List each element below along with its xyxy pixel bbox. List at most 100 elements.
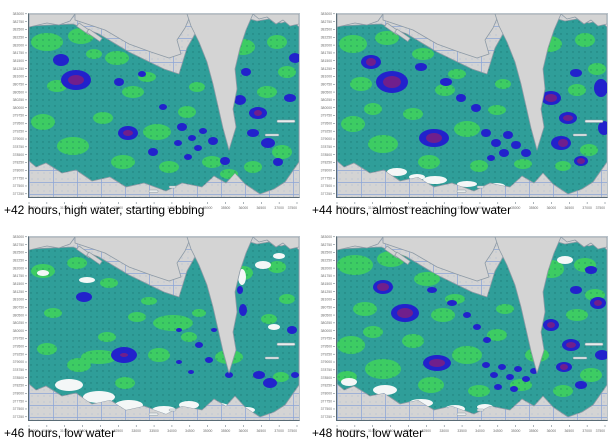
svg-text:37000: 37000	[582, 429, 592, 433]
svg-text:381000: 381000	[321, 75, 332, 79]
svg-text:35500: 35500	[529, 429, 539, 433]
svg-text:36500: 36500	[565, 206, 575, 210]
svg-text:377750: 377750	[321, 176, 332, 180]
svg-text:381000: 381000	[321, 298, 332, 302]
y-axis-ticks: 383000 382750 382500 382250 382000 38175…	[6, 234, 27, 429]
svg-text:30000: 30000	[337, 206, 347, 210]
panel-caption: +48 hours, low water	[312, 426, 424, 440]
x-axis-ticks: 30000 30500 31000 31500 32000 32500 3300…	[28, 421, 298, 439]
y-axis-svg: 383000 382750 382500 382250 382000 38175…	[321, 12, 335, 196]
svg-text:30000: 30000	[29, 429, 39, 433]
svg-text:378250: 378250	[321, 161, 332, 165]
svg-text:381750: 381750	[321, 51, 332, 55]
svg-text:35000: 35000	[203, 429, 213, 433]
svg-text:37500: 37500	[596, 206, 606, 210]
svg-text:377500: 377500	[321, 184, 332, 188]
svg-text:377750: 377750	[13, 399, 24, 403]
svg-text:381500: 381500	[321, 282, 332, 286]
svg-text:36500: 36500	[257, 429, 267, 433]
svg-text:379000: 379000	[13, 137, 24, 141]
panel-plus-44-hours: 383000 382750 382500 382250 382000 38175…	[308, 0, 616, 223]
x-axis-svg: 30000 30500 31000 31500 32000 32500 3300…	[28, 425, 298, 433]
estuary-map-svg	[29, 237, 299, 418]
x-axis-svg: 30000 30500 31000 31500 32000 32500 3300…	[336, 202, 606, 210]
panel-plus-46-hours: 383000 382750 382500 382250 382000 38175…	[0, 223, 308, 447]
svg-text:378250: 378250	[13, 384, 24, 388]
svg-text:381000: 381000	[13, 298, 24, 302]
svg-text:383000: 383000	[13, 235, 24, 239]
svg-text:33000: 33000	[439, 206, 449, 210]
svg-text:383000: 383000	[13, 12, 24, 16]
estuary-map-svg	[337, 14, 607, 195]
svg-text:380250: 380250	[13, 98, 24, 102]
svg-text:377500: 377500	[13, 184, 24, 188]
estuary-map-plot	[336, 236, 608, 421]
y-axis-ticks: 383000 382750 382500 382250 382000 38175…	[314, 234, 335, 429]
svg-text:379500: 379500	[13, 345, 24, 349]
svg-text:30500: 30500	[42, 429, 52, 433]
svg-text:379000: 379000	[13, 360, 24, 364]
svg-text:380500: 380500	[13, 90, 24, 94]
svg-text:378250: 378250	[321, 384, 332, 388]
svg-text:380750: 380750	[13, 82, 24, 86]
svg-text:380000: 380000	[321, 329, 332, 333]
svg-text:377500: 377500	[321, 407, 332, 411]
svg-text:382250: 382250	[321, 35, 332, 39]
svg-text:35000: 35000	[203, 206, 213, 210]
svg-text:33500: 33500	[457, 206, 467, 210]
svg-text:379750: 379750	[321, 114, 332, 118]
svg-text:383000: 383000	[321, 235, 332, 239]
svg-text:380250: 380250	[321, 98, 332, 102]
y-axis-svg: 383000 382750 382500 382250 382000 38175…	[13, 12, 27, 196]
panel-caption: +46 hours, low water	[4, 426, 116, 440]
svg-text:32000: 32000	[96, 429, 106, 433]
svg-text:32000: 32000	[96, 206, 106, 210]
svg-text:379250: 379250	[321, 352, 332, 356]
svg-text:377250: 377250	[321, 192, 332, 196]
svg-text:379750: 379750	[13, 337, 24, 341]
svg-text:379250: 379250	[13, 129, 24, 133]
svg-text:382250: 382250	[321, 258, 332, 262]
svg-text:380000: 380000	[13, 106, 24, 110]
svg-text:31500: 31500	[78, 429, 88, 433]
svg-text:378500: 378500	[13, 153, 24, 157]
panel-caption: +44 hours, almost reaching low water	[312, 203, 512, 217]
svg-text:381500: 381500	[321, 59, 332, 63]
svg-text:381750: 381750	[13, 274, 24, 278]
svg-text:381250: 381250	[13, 290, 24, 294]
svg-text:382500: 382500	[321, 251, 332, 255]
svg-text:32500: 32500	[114, 206, 124, 210]
svg-text:35500: 35500	[221, 429, 231, 433]
svg-text:380250: 380250	[13, 321, 24, 325]
svg-text:382750: 382750	[321, 20, 332, 24]
svg-text:30500: 30500	[42, 206, 52, 210]
svg-text:33500: 33500	[457, 429, 467, 433]
svg-text:378000: 378000	[321, 392, 332, 396]
svg-text:379000: 379000	[321, 137, 332, 141]
svg-text:33000: 33000	[439, 429, 449, 433]
estuary-map-plot	[28, 13, 300, 198]
estuary-map-plot	[336, 13, 608, 198]
estuary-map-plot	[28, 236, 300, 421]
svg-text:30000: 30000	[29, 206, 39, 210]
svg-text:377250: 377250	[321, 415, 332, 419]
svg-text:30500: 30500	[350, 429, 360, 433]
svg-text:32000: 32000	[404, 429, 414, 433]
svg-text:36500: 36500	[565, 429, 575, 433]
svg-text:31000: 31000	[368, 206, 378, 210]
svg-text:378750: 378750	[321, 145, 332, 149]
svg-text:378500: 378500	[13, 376, 24, 380]
svg-text:30000: 30000	[337, 429, 347, 433]
panel-plus-42-hours: 383000 382750 382500 382250 382000 38175…	[0, 0, 308, 223]
svg-text:380500: 380500	[321, 90, 332, 94]
svg-text:382000: 382000	[13, 266, 24, 270]
svg-text:380750: 380750	[321, 305, 332, 309]
svg-text:381750: 381750	[13, 51, 24, 55]
svg-text:380500: 380500	[321, 313, 332, 317]
svg-text:33000: 33000	[131, 429, 141, 433]
svg-text:377250: 377250	[13, 192, 24, 196]
svg-text:36000: 36000	[239, 429, 249, 433]
svg-text:31000: 31000	[60, 429, 70, 433]
panel-caption: +42 hours, high water, starting ebbing	[4, 203, 205, 217]
svg-text:378500: 378500	[321, 376, 332, 380]
